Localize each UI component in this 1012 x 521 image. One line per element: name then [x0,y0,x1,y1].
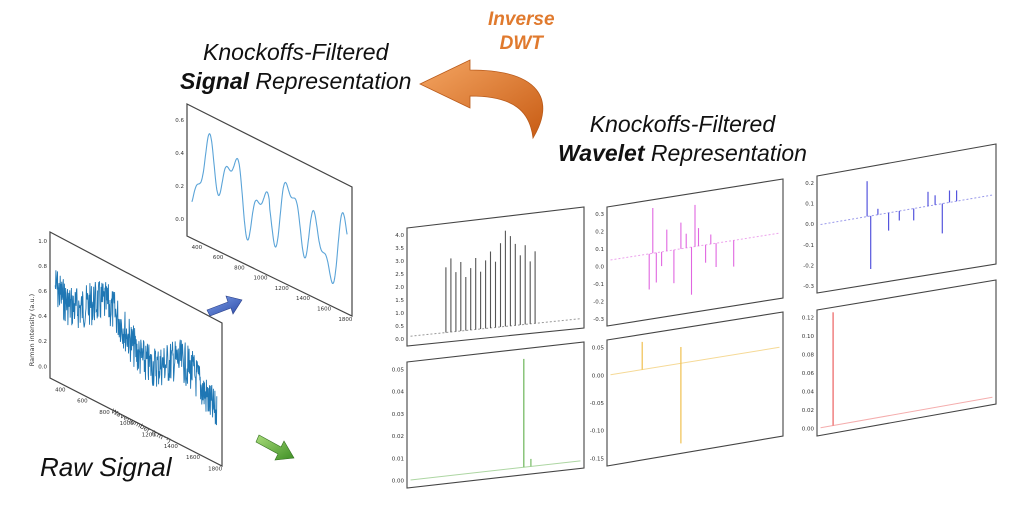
wavelet-ytick-label: 0.5 [395,324,404,330]
signal-xtick-label: 1200 [275,286,289,292]
raw-ytick-label: 0.0 [38,364,47,370]
wavelet-ytick-label: 0.00 [392,478,405,484]
raw-to-wavelet-arrow [255,434,295,461]
wavelet-ytick-label: 0.05 [592,346,605,352]
raw-ylabel: Raman intensity (a.u.) [28,294,36,366]
raw-xtick-label: 600 [77,399,88,405]
wavelet-ytick-label: 0.03 [392,412,405,418]
raw-xtick-label: 1000 [120,421,134,427]
wavelet-ytick-label: -0.2 [593,299,604,305]
wavelet-representation-title: Knockoffs-Filtered Wavelet Representatio… [558,110,807,168]
wavelet-ytick-label: 0.10 [802,334,815,340]
wavelet-ytick-label: 0.04 [392,390,405,396]
signal-representation-title: Knockoffs-Filtered Signal Representation [180,38,411,96]
wavelet-ytick-label: -0.1 [803,243,814,249]
raw-xtick-label: 1200 [142,433,156,439]
inverse-dwt-arrow [419,59,544,140]
wavelet-panel-d5: 0.12 0.10 0.08 0.06 0.04 0.02 0.00 [802,279,997,437]
signal-ytick-label: 0.6 [175,118,184,124]
raw-to-signal-arrow [206,295,243,317]
raw-ytick-label: 0.8 [38,264,47,270]
wavelet-ytick-label: -0.1 [593,282,604,288]
wavelet-ytick-label: -0.05 [590,401,605,407]
raw-xtick-label: 1600 [186,455,200,461]
wavelet-ytick-label: -0.3 [803,284,814,290]
signal-ytick-label: 0.2 [175,184,184,190]
signal-title-bold: Signal [180,68,250,94]
wavelet-title-line1: Knockoffs-Filtered [589,111,776,137]
signal-title-line1: Knockoffs-Filtered [203,39,389,65]
raw-ytick-label: 1.0 [38,239,47,245]
wavelet-ytick-label: -0.15 [590,456,605,462]
signal-xtick-label: 1800 [338,317,352,323]
signal-xtick-label: 1600 [317,307,331,313]
wavelet-ytick-label: 4.0 [395,233,404,239]
wavelet-ytick-label: -0.2 [803,263,814,269]
wavelet-ytick-label: 1.0 [395,311,404,317]
wavelet-ytick-label: 2.5 [395,272,404,278]
raw-ytick-label: 0.6 [38,289,47,295]
wavelet-ytick-label: 0.0 [805,222,814,228]
wavelet-ytick-label: 0.06 [802,371,815,377]
wavelet-ytick-label: 0.0 [395,337,404,343]
signal-title-rest: Representation [249,68,412,94]
wavelet-ytick-label: 0.04 [802,389,815,395]
wavelet-ytick-label: 0.02 [392,434,404,440]
wavelet-ytick-label: 0.01 [392,456,404,462]
inverse-dwt-line2: DWT [499,33,543,54]
inverse-dwt-label: Inverse DWT [488,8,555,56]
wavelet-ytick-label: 0.2 [595,230,604,236]
signal-ytick-label: 0.0 [175,217,184,223]
wavelet-ytick-label: 0.1 [805,202,814,208]
wavelet-panel-d1: 0.3 0.2 0.1 0.0 -0.1 -0.2 -0.3 [593,178,784,327]
wavelet-panels: 4.0 3.5 3.0 2.5 2.0 1.5 1.0 0.5 0.0 0.3 0.2 0.1 0.0 -… [392,143,997,489]
raw-xtick-label: 1400 [164,444,178,450]
filtered-signal-panel: 0.6 0.4 0.2 0.0 400 600 800 1000 1200 1400 1600 180… [175,103,353,323]
wavelet-ytick-label: 0.2 [805,181,814,187]
signal-xtick-label: 600 [213,255,224,261]
signal-xtick-label: 1000 [254,276,268,282]
wavelet-ytick-label: -0.10 [590,429,605,435]
wavelet-panel-d2: 0.2 0.1 0.0 -0.1 -0.2 -0.3 [803,143,997,294]
wavelet-ytick-label: 0.0 [595,265,604,271]
filtered-signal-line [191,132,348,284]
signal-ytick-label: 0.4 [175,151,184,157]
wavelet-panel-d3: 0.05 0.04 0.03 0.02 0.01 0.00 [392,341,585,489]
wavelet-title-rest: Representation [644,140,807,166]
raw-ytick-label: 0.2 [38,339,47,345]
raw-xtick-label: 400 [55,387,66,393]
wavelet-ytick-label: 1.5 [395,298,404,304]
wavelet-ytick-label: 0.08 [802,353,815,359]
wavelet-ytick-label: 0.00 [802,426,815,432]
wavelet-ytick-label: 0.05 [392,368,405,374]
inverse-dwt-line1: Inverse [488,9,555,30]
raw-xtick-label: 1800 [208,466,222,472]
wavelet-ytick-label: 0.02 [802,408,814,414]
raw-signal-title: Raw Signal [40,452,172,482]
wavelet-ytick-label: 0.1 [595,247,604,253]
signal-xtick-label: 1400 [296,296,310,302]
wavelet-ytick-label: 2.0 [395,285,404,291]
wavelet-ytick-label: 0.3 [595,212,604,218]
wavelet-ytick-label: 3.5 [395,246,404,252]
wavelet-ytick-label: 3.0 [395,259,404,265]
wavelet-panel-approx: 4.0 3.5 3.0 2.5 2.0 1.5 1.0 0.5 0.0 [395,206,585,347]
wavelet-panel-d4: 0.05 0.00 -0.05 -0.10 -0.15 [590,311,784,467]
signal-xtick-label: 400 [192,245,203,251]
signal-xtick-label: 800 [234,265,245,271]
raw-signal-panel: 0.0 0.2 0.4 0.6 0.8 1.0 400 600 800 1000 1200 1400 1… [28,231,223,472]
wavelet-ytick-label: 0.12 [802,316,814,322]
wavelet-ytick-label: -0.3 [593,317,604,323]
raw-signal-line [54,270,218,426]
raw-ytick-label: 0.4 [38,314,47,320]
wavelet-title-bold: Wavelet [558,140,645,166]
wavelet-ytick-label: 0.00 [592,373,605,379]
raw-xtick-label: 800 [99,410,110,416]
